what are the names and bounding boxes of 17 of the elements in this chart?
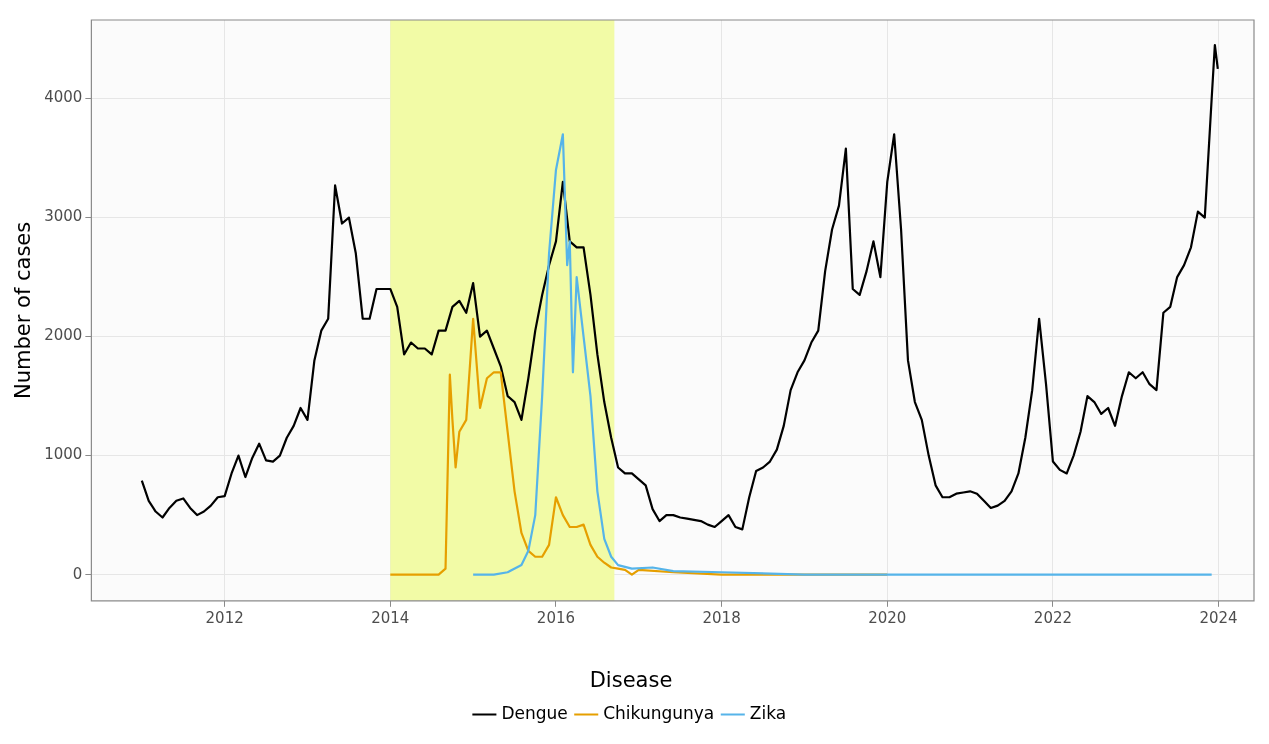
- legend-label: Zika: [749, 702, 787, 723]
- x-tick-label: 2018: [702, 608, 741, 627]
- legend-title: Disease: [589, 667, 673, 692]
- x-tick-label: 2012: [205, 608, 244, 627]
- legend-label: Chikungunya: [603, 702, 715, 723]
- x-tick-label: 2022: [1033, 608, 1073, 627]
- x-tick-label: 2014: [371, 608, 410, 627]
- y-tick-label: 2000: [44, 326, 83, 345]
- x-tick-label: 2020: [868, 608, 907, 627]
- y-tick-label: 4000: [44, 88, 83, 107]
- legend-label: Dengue: [501, 702, 568, 723]
- y-axis-title: Number of cases: [11, 221, 36, 399]
- y-tick-label: 3000: [44, 207, 83, 226]
- x-tick-label: 2024: [1199, 608, 1238, 627]
- x-tick-label: 2016: [536, 608, 576, 627]
- y-tick-label: 1000: [44, 445, 83, 464]
- y-tick-label: 0: [72, 564, 83, 583]
